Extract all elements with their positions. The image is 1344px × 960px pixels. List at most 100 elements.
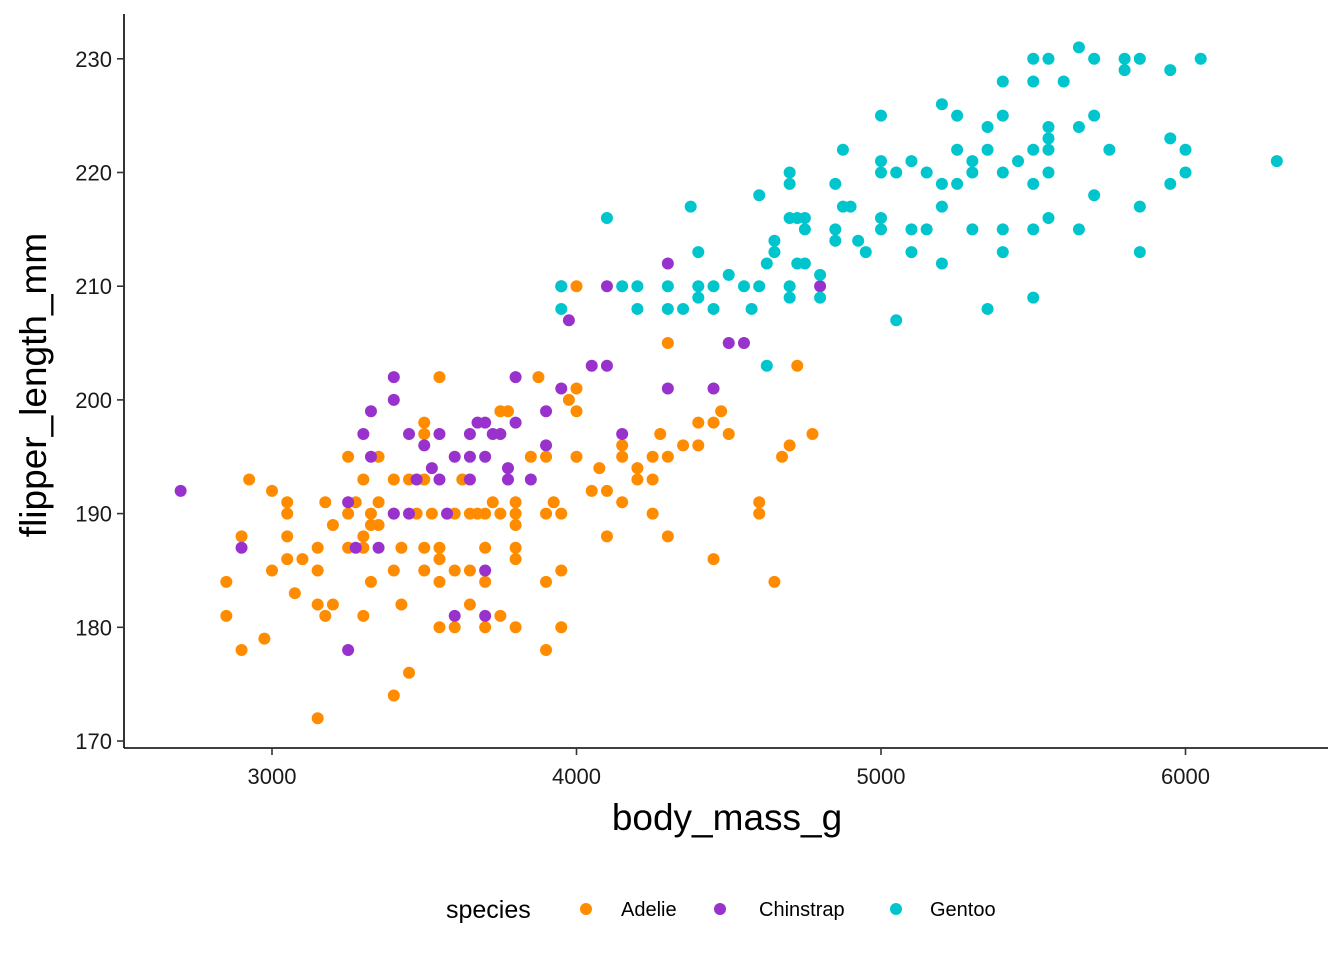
y-tick-label: 210 — [75, 274, 112, 299]
x-tick-label: 4000 — [552, 764, 601, 789]
series-chinstrap — [174, 257, 827, 657]
data-point-adelie — [288, 587, 301, 600]
x-tick-label: 5000 — [857, 764, 906, 789]
data-point-adelie — [692, 416, 705, 429]
legend-key-chinstrap — [714, 903, 726, 915]
data-point-adelie — [372, 496, 385, 509]
data-point-gentoo — [981, 121, 994, 134]
data-point-adelie — [501, 405, 514, 418]
y-tick-label: 180 — [75, 615, 112, 640]
data-point-gentoo — [1088, 52, 1101, 65]
data-point-gentoo — [920, 166, 933, 179]
data-point-gentoo — [753, 189, 766, 202]
data-point-chinstrap — [555, 382, 568, 395]
data-point-gentoo — [1194, 52, 1207, 65]
data-point-adelie — [342, 450, 355, 463]
data-point-chinstrap — [387, 393, 400, 406]
data-point-adelie — [677, 439, 690, 452]
data-point-gentoo — [555, 302, 568, 315]
data-point-gentoo — [631, 302, 644, 315]
data-point-chinstrap — [410, 473, 423, 486]
data-point-gentoo — [661, 280, 674, 293]
data-point-adelie — [631, 473, 644, 486]
data-point-gentoo — [890, 166, 903, 179]
data-point-adelie — [593, 462, 606, 475]
data-point-adelie — [570, 405, 583, 418]
data-point-gentoo — [768, 246, 781, 259]
data-point-gentoo — [722, 268, 735, 281]
data-point-adelie — [616, 439, 629, 452]
data-point-gentoo — [684, 200, 697, 213]
x-axis-ticks: 3000 4000 5000 6000 — [248, 748, 1210, 789]
data-point-adelie — [433, 553, 446, 566]
data-point-gentoo — [1179, 143, 1192, 156]
y-tick-label: 200 — [75, 388, 112, 413]
data-point-adelie — [562, 393, 575, 406]
data-point-gentoo — [1042, 121, 1055, 134]
data-point-adelie — [479, 575, 492, 588]
data-point-adelie — [364, 575, 377, 588]
data-point-adelie — [722, 428, 735, 441]
data-point-adelie — [509, 518, 522, 531]
data-point-chinstrap — [403, 507, 416, 520]
data-point-gentoo — [966, 166, 979, 179]
data-point-chinstrap — [441, 507, 454, 520]
data-point-adelie — [654, 428, 667, 441]
data-point-chinstrap — [357, 428, 370, 441]
data-point-gentoo — [692, 246, 705, 259]
data-point-gentoo — [1133, 52, 1146, 65]
data-point-chinstrap — [387, 371, 400, 384]
data-point-gentoo — [555, 280, 568, 293]
data-point-gentoo — [768, 234, 781, 247]
data-point-adelie — [479, 541, 492, 554]
data-point-adelie — [448, 621, 461, 634]
data-point-adelie — [281, 530, 294, 543]
data-point-gentoo — [1088, 189, 1101, 202]
y-axis-title: flipper_length_mm — [13, 233, 54, 537]
data-point-gentoo — [859, 246, 872, 259]
data-point-chinstrap — [463, 473, 476, 486]
data-point-chinstrap — [707, 382, 720, 395]
data-point-chinstrap — [494, 428, 507, 441]
data-point-gentoo — [905, 246, 918, 259]
data-point-adelie — [418, 541, 431, 554]
data-point-gentoo — [616, 280, 629, 293]
data-point-adelie — [479, 621, 492, 634]
data-point-adelie — [433, 371, 446, 384]
data-point-gentoo — [1133, 246, 1146, 259]
data-point-adelie — [540, 450, 553, 463]
data-point-adelie — [463, 564, 476, 577]
data-point-adelie — [311, 564, 324, 577]
data-point-adelie — [433, 575, 446, 588]
data-point-chinstrap — [600, 359, 613, 372]
y-tick-label: 170 — [75, 729, 112, 754]
data-point-adelie — [395, 598, 408, 611]
data-point-chinstrap — [433, 428, 446, 441]
legend-label-adelie: Adelie — [621, 899, 677, 921]
data-point-gentoo — [1042, 132, 1055, 145]
data-point-adelie — [509, 553, 522, 566]
series-adelie — [220, 280, 819, 725]
y-tick-label: 230 — [75, 47, 112, 72]
data-point-chinstrap — [174, 484, 187, 497]
data-point-adelie — [220, 609, 233, 622]
data-point-gentoo — [996, 166, 1009, 179]
data-point-gentoo — [753, 280, 766, 293]
data-point-gentoo — [836, 143, 849, 156]
data-point-gentoo — [1027, 177, 1040, 190]
data-point-adelie — [585, 484, 598, 497]
data-point-gentoo — [1027, 75, 1040, 88]
data-point-gentoo — [631, 280, 644, 293]
data-point-adelie — [395, 541, 408, 554]
data-point-adelie — [448, 564, 461, 577]
data-point-adelie — [783, 439, 796, 452]
data-point-gentoo — [905, 223, 918, 236]
data-point-gentoo — [935, 177, 948, 190]
data-point-gentoo — [951, 177, 964, 190]
data-point-gentoo — [996, 246, 1009, 259]
data-point-gentoo — [966, 155, 979, 168]
legend-items: Adelie Chinstrap Gentoo — [580, 899, 996, 921]
data-point-gentoo — [1118, 64, 1131, 77]
data-point-gentoo — [1057, 75, 1070, 88]
